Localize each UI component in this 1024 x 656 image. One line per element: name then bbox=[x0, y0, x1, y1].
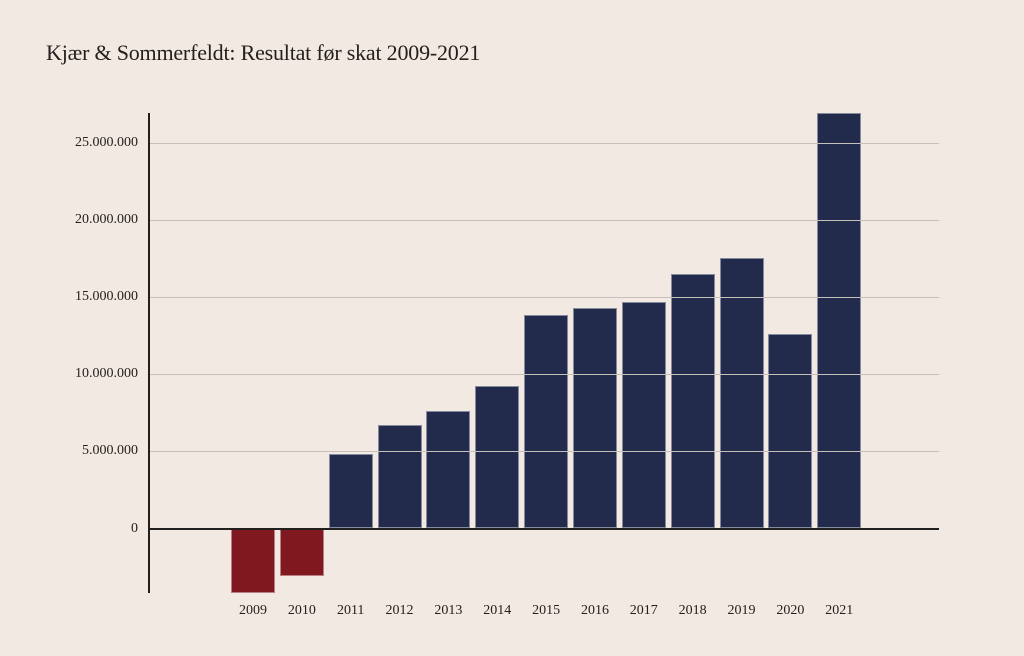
x-axis-label-2018: 2018 bbox=[678, 603, 707, 618]
x-axis-label-2020: 2020 bbox=[776, 603, 805, 618]
bar-2016 bbox=[572, 307, 617, 529]
x-axis-label-2016: 2016 bbox=[580, 603, 609, 618]
x-axis-label-2009: 2009 bbox=[239, 603, 267, 618]
x-axis-label-2011: 2011 bbox=[336, 603, 365, 618]
x-axis-label-2014: 2014 bbox=[483, 603, 512, 618]
x-axis-label-2021: 2021 bbox=[825, 603, 854, 618]
bar-2011 bbox=[328, 454, 373, 529]
bar-2017 bbox=[621, 301, 666, 529]
bar-2009 bbox=[231, 528, 275, 594]
chart-title: Kjær & Sommerfeldt: Resultat før skat 20… bbox=[46, 40, 481, 65]
bar-2010 bbox=[279, 528, 324, 577]
bar-2014 bbox=[475, 386, 520, 529]
bar-2019 bbox=[719, 258, 764, 529]
gridline-20.000.000 bbox=[148, 219, 939, 221]
x-axis-label-2012: 2012 bbox=[385, 603, 414, 618]
x-axis-label-2013: 2013 bbox=[434, 603, 463, 618]
bar-2018 bbox=[670, 273, 715, 529]
bar-2020 bbox=[768, 333, 813, 529]
gridline-25.000.000 bbox=[148, 142, 939, 144]
bar-2013 bbox=[426, 411, 471, 529]
x-axis-zero-line bbox=[148, 527, 939, 530]
y-axis-tick-label: 20.000.000 bbox=[75, 211, 138, 227]
gridline-15.000.000 bbox=[148, 296, 939, 298]
x-axis-label-2010: 2010 bbox=[287, 603, 316, 618]
x-axis-label-2015: 2015 bbox=[532, 603, 561, 618]
x-axis-label-2019: 2019 bbox=[727, 603, 756, 618]
y-axis-tick-label: 5.000.000 bbox=[82, 443, 138, 459]
x-axis-label-2017: 2017 bbox=[629, 603, 658, 618]
y-axis-tick-label: 0 bbox=[131, 520, 138, 536]
gridline-5.000.000 bbox=[148, 451, 939, 453]
gridline-10.000.000 bbox=[148, 374, 939, 376]
y-axis-line bbox=[148, 113, 150, 593]
bar-2012 bbox=[377, 425, 422, 529]
y-axis-tick-label: 15.000.000 bbox=[75, 288, 138, 304]
bar-2021 bbox=[817, 113, 862, 529]
y-axis-tick-label: 10.000.000 bbox=[75, 366, 138, 382]
bar-2015 bbox=[524, 315, 569, 529]
y-axis-tick-label: 25.000.000 bbox=[75, 134, 138, 150]
